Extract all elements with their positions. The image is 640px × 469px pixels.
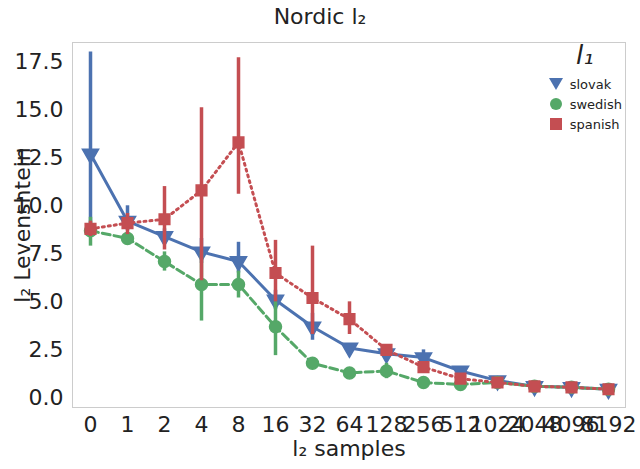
- svg-text:1: 1: [121, 412, 135, 437]
- svg-text:10.0: 10.0: [14, 192, 64, 218]
- svg-text:8: 8: [232, 412, 246, 437]
- svg-text:0: 0: [84, 412, 98, 437]
- html-text:l₁: l₁: [576, 40, 594, 70]
- svg-text:7.5: 7.5: [28, 240, 64, 266]
- svg-text:128: 128: [366, 412, 408, 437]
- svg-text:l₂ samples: l₂ samples: [292, 436, 405, 461]
- html-text:Nordic l₂: Nordic l₂: [273, 4, 367, 29]
- html-text:slovak: slovak: [569, 76, 612, 92]
- svg-text:2048: 2048: [506, 412, 563, 438]
- svg-text:15.0: 15.0: [15, 97, 64, 122]
- svg-text:32: 32: [299, 412, 327, 437]
- svg-text:l₂ Levenshtein: l₂ Levenshtein: [10, 147, 35, 302]
- svg-text:0.0: 0.0: [29, 385, 64, 410]
- svg-text:1024: 1024: [469, 412, 526, 438]
- svg-text:2: 2: [158, 412, 172, 437]
- svg-text:4096: 4096: [543, 412, 600, 438]
- svg-text:17.5: 17.5: [15, 49, 64, 74]
- svg-text:64: 64: [336, 412, 364, 437]
- svg-text:8192: 8192: [581, 412, 637, 437]
- svg-text:512: 512: [439, 412, 482, 438]
- svg-text:4: 4: [195, 412, 209, 437]
- svg-text:12.5: 12.5: [14, 144, 64, 170]
- svg-text:5.0: 5.0: [28, 288, 64, 314]
- svg-text:2.5: 2.5: [29, 337, 64, 362]
- svg-text:256: 256: [403, 412, 445, 437]
- html-text:swedish: swedish: [569, 96, 622, 112]
- svg-text:16: 16: [262, 412, 290, 437]
- html-text:spanish: spanish: [569, 116, 620, 132]
